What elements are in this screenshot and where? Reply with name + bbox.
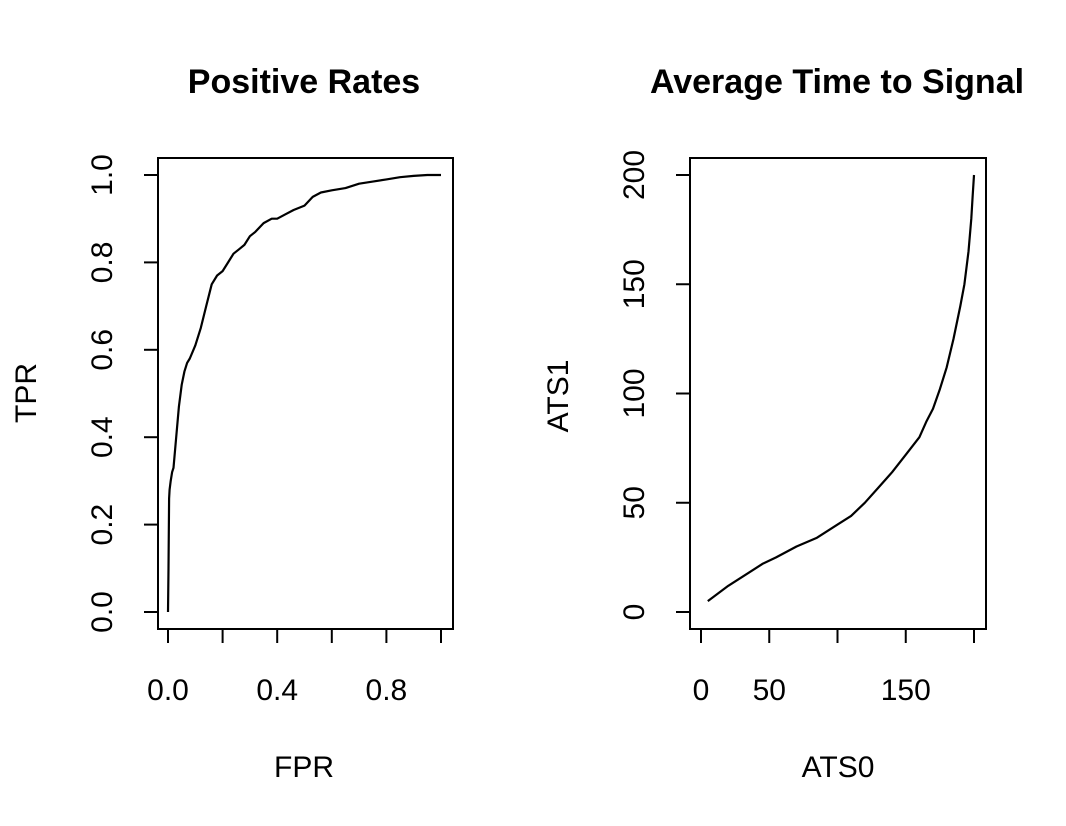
y-axis: 0.0 0.2 0.4 0.6 0.8 1.0 [86, 154, 159, 633]
y-tick-label: 0.6 [86, 329, 119, 371]
chart-title: Average Time to Signal [650, 63, 1024, 101]
x-axis-label: ATS0 [802, 751, 875, 784]
y-tick-label: 1.0 [86, 154, 119, 196]
positive-rates-panel: Positive Rates 0.0 0.4 0.8 0.0 0.2 0.4 0.6 0.8… [10, 63, 454, 784]
x-tick-label: 0.4 [256, 674, 298, 707]
x-tick-label: 0.8 [366, 674, 408, 707]
y-tick-label: 0.2 [86, 504, 119, 546]
x-tick-label: 0.0 [147, 674, 189, 707]
y-axis: 0 50 100 150 200 [618, 150, 691, 621]
x-tick-label: 50 [753, 674, 786, 707]
y-tick-label: 50 [618, 486, 651, 519]
y-tick-label: 200 [618, 150, 651, 200]
y-axis-label: ATS1 [542, 360, 575, 433]
y-axis-label: TPR [10, 363, 43, 423]
roc-curve [166, 173, 441, 613]
ats-curve [707, 174, 976, 602]
chart-title: Positive Rates [188, 63, 420, 101]
x-tick-label: 0 [693, 674, 710, 707]
average-time-to-signal-panel: Average Time to Signal 0 50 150 0 50 100 150 2… [542, 63, 1024, 784]
y-tick-label: 150 [618, 259, 651, 309]
x-axis-label: FPR [274, 751, 334, 784]
y-tick-label: 0.0 [86, 591, 119, 633]
y-tick-label: 0 [618, 604, 651, 621]
x-axis: 0.0 0.4 0.8 [147, 628, 442, 707]
y-tick-label: 100 [618, 368, 651, 418]
y-tick-label: 0.8 [86, 242, 119, 284]
x-axis: 0 50 150 [693, 628, 975, 707]
x-tick-label: 150 [881, 674, 931, 707]
y-tick-label: 0.4 [86, 416, 119, 458]
